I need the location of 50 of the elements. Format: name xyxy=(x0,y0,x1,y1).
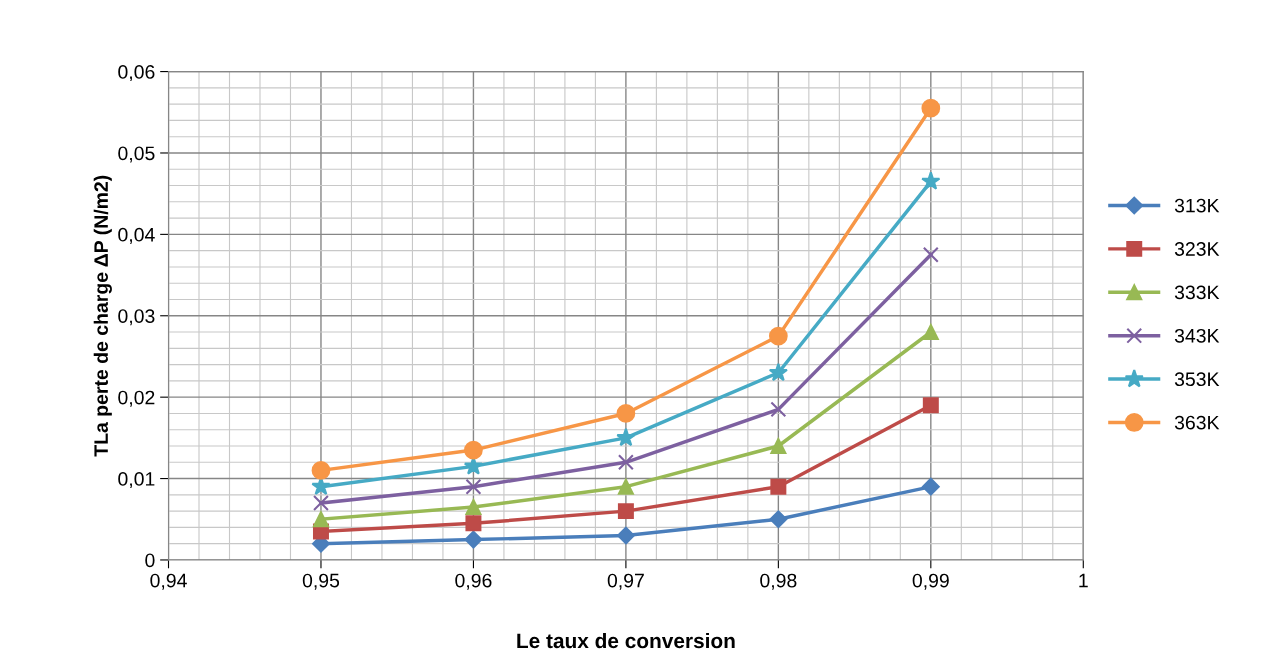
y-tick-label: 0,06 xyxy=(118,65,155,82)
point xyxy=(465,515,482,532)
point xyxy=(921,171,941,190)
legend-label: 333K xyxy=(1174,285,1220,300)
point xyxy=(617,503,634,520)
point xyxy=(922,397,939,414)
x-tick-label: 0,98 xyxy=(760,573,797,590)
y-axis-title: TLa perte de charge ΔP (N/m2) xyxy=(93,175,112,457)
point xyxy=(769,510,788,529)
y-tick-label: 0,01 xyxy=(118,472,155,489)
x-tick-label: 1 xyxy=(1079,573,1088,588)
y-tick-label: 0,05 xyxy=(118,146,155,163)
x-tick-label: 0,97 xyxy=(607,573,644,590)
y-tick-label: 0 xyxy=(145,553,155,568)
point xyxy=(616,404,636,423)
point xyxy=(465,478,482,495)
point xyxy=(921,477,940,496)
point xyxy=(312,494,329,511)
point xyxy=(617,454,634,471)
point xyxy=(770,401,787,418)
point xyxy=(768,362,788,382)
point xyxy=(922,324,939,341)
point xyxy=(464,530,483,549)
point xyxy=(463,456,484,475)
y-tick-label: 0,02 xyxy=(118,390,155,407)
legend-label: 323K xyxy=(1174,242,1220,256)
point xyxy=(464,440,483,460)
x-tick-label: 0,94 xyxy=(150,573,187,590)
point xyxy=(922,246,939,263)
point xyxy=(770,478,787,495)
point xyxy=(921,98,941,118)
point xyxy=(465,499,482,516)
y-tick-label: 0,04 xyxy=(118,227,155,244)
point xyxy=(617,478,634,495)
y-tick-label: 0,03 xyxy=(118,309,155,326)
x-tick-label: 0,95 xyxy=(302,573,340,590)
point xyxy=(616,427,636,447)
point xyxy=(311,461,331,480)
x-tick-label: 0,96 xyxy=(455,573,492,590)
point xyxy=(311,476,331,496)
legend-label: 353K xyxy=(1174,372,1220,387)
legend-label: 343K xyxy=(1174,328,1220,343)
point xyxy=(617,526,635,545)
x-tick-label: 0,99 xyxy=(912,573,949,590)
point xyxy=(770,438,787,454)
point xyxy=(768,326,788,346)
legend-label: 313K xyxy=(1174,198,1220,213)
legend-label: 363K xyxy=(1174,415,1220,430)
x-axis-title: Le taux de conversion xyxy=(517,632,735,649)
point xyxy=(312,511,329,528)
